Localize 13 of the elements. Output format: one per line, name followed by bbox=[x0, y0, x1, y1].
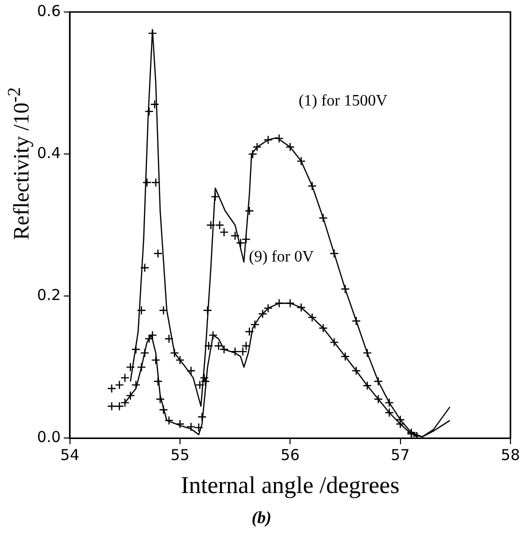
x-axis-title: Internal angle /degrees bbox=[180, 472, 400, 499]
y-tick-label: 0.2 bbox=[36, 286, 61, 304]
x-tick-label: 54 bbox=[60, 446, 80, 464]
annotation: (1) for 1500V bbox=[298, 92, 388, 110]
annotation: (9) for 0V bbox=[248, 248, 314, 266]
y-tick-label: 0.0 bbox=[36, 428, 61, 446]
text: (b) bbox=[250, 508, 272, 528]
x-tick-label: 58 bbox=[500, 446, 520, 464]
y-tick-label: 0.6 bbox=[36, 2, 61, 20]
x-tick-label: 56 bbox=[280, 446, 300, 464]
x-tick-label: 55 bbox=[170, 446, 190, 464]
y-tick-label: 0.4 bbox=[36, 144, 61, 162]
x-tick-label: 57 bbox=[390, 446, 410, 464]
